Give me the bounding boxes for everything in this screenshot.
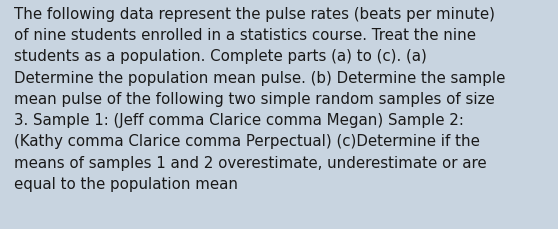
Text: The following data represent the pulse rates (beats per minute)
of nine students: The following data represent the pulse r… <box>14 7 506 191</box>
